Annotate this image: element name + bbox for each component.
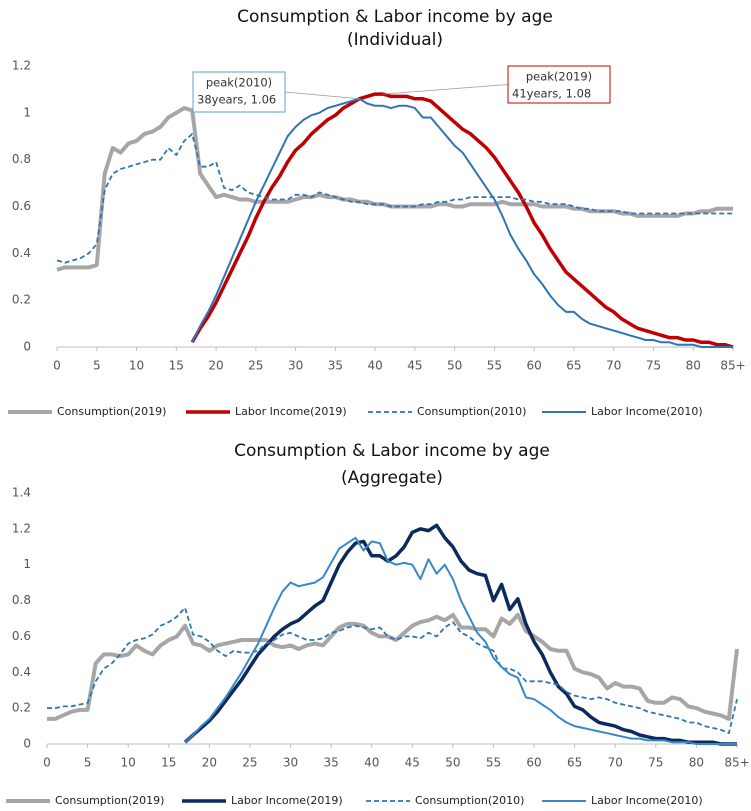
legend-label: Labor Income(2010) bbox=[591, 794, 703, 807]
x-tick-label: 20 bbox=[208, 359, 223, 373]
x-tick-label: 35 bbox=[328, 359, 343, 373]
x-tick-label: 5 bbox=[93, 359, 101, 373]
x-tick-label: 50 bbox=[447, 359, 462, 373]
y-tick-label: 0 bbox=[23, 340, 31, 354]
annotation-text: 38years, 1.06 bbox=[197, 93, 276, 107]
x-tick-label: 70 bbox=[606, 359, 621, 373]
chart-title: Consumption & Labor income by age bbox=[237, 7, 553, 27]
x-tick-label: 35 bbox=[323, 756, 338, 770]
legend-label: Labor Income(2019) bbox=[231, 794, 343, 807]
legend-label: Labor Income(2019) bbox=[235, 405, 347, 418]
x-tick-label: 10 bbox=[121, 756, 136, 770]
annotation-leader bbox=[284, 91, 360, 100]
y-tick-label: 0.4 bbox=[12, 665, 31, 679]
x-tick-label: 25 bbox=[242, 756, 257, 770]
x-tick-label: 25 bbox=[248, 359, 263, 373]
legend-label: Labor Income(2010) bbox=[591, 405, 703, 418]
x-tick-label: 15 bbox=[161, 756, 176, 770]
x-tick-label: 0 bbox=[53, 359, 61, 373]
legend-label: Consumption(2010) bbox=[417, 405, 526, 418]
series-line bbox=[56, 133, 733, 264]
x-tick-label: 30 bbox=[283, 756, 298, 770]
series-line bbox=[191, 97, 733, 348]
x-tick-label: 80 bbox=[689, 756, 704, 770]
annotation-leader bbox=[383, 84, 509, 95]
annotation-text: peak(2010) bbox=[206, 76, 272, 90]
series-line bbox=[47, 606, 738, 735]
annotation-box bbox=[507, 65, 611, 104]
y-tick-label: 1 bbox=[23, 557, 31, 571]
y-tick-label: 1.2 bbox=[12, 521, 31, 535]
x-tick-label: 30 bbox=[288, 359, 303, 373]
y-tick-label: 0.4 bbox=[12, 246, 31, 260]
legend-label: Consumption(2010) bbox=[415, 794, 524, 807]
series-line bbox=[47, 612, 739, 721]
x-tick-label: 55 bbox=[486, 756, 501, 770]
x-tick-label: 10 bbox=[129, 359, 144, 373]
x-tick-label: 75 bbox=[648, 756, 663, 770]
series-line bbox=[190, 92, 734, 349]
x-tick-label: 50 bbox=[445, 756, 460, 770]
legend-label: Consumption(2019) bbox=[57, 405, 166, 418]
x-tick-label: 40 bbox=[364, 756, 379, 770]
legend-label: Consumption(2019) bbox=[55, 794, 164, 807]
x-tick-label: 5 bbox=[84, 756, 92, 770]
x-tick-label: 55 bbox=[487, 359, 502, 373]
series-line bbox=[183, 523, 737, 746]
series-line bbox=[184, 536, 737, 745]
x-tick-label: 15 bbox=[169, 359, 184, 373]
chart-subtitle: (Aggregate) bbox=[341, 468, 443, 488]
chart-title: Consumption & Labor income by age bbox=[234, 441, 550, 461]
y-tick-label: 0 bbox=[23, 737, 31, 751]
x-tick-label: 60 bbox=[526, 756, 541, 770]
x-tick-label: 85+ bbox=[724, 756, 749, 770]
y-tick-label: 0.6 bbox=[12, 199, 31, 213]
y-tick-label: 1.4 bbox=[12, 486, 31, 500]
y-tick-label: 1 bbox=[23, 105, 31, 119]
annotation-text: peak(2019) bbox=[526, 70, 592, 84]
x-tick-label: 20 bbox=[202, 756, 217, 770]
x-tick-label: 45 bbox=[407, 359, 422, 373]
y-tick-label: 0.2 bbox=[12, 701, 31, 715]
y-tick-label: 0.8 bbox=[12, 152, 31, 166]
x-tick-label: 65 bbox=[567, 756, 582, 770]
series-line bbox=[56, 106, 733, 272]
y-tick-label: 1.2 bbox=[12, 59, 31, 73]
y-tick-label: 0.8 bbox=[12, 593, 31, 607]
x-tick-label: 80 bbox=[686, 359, 701, 373]
annotation-box bbox=[192, 71, 286, 113]
x-tick-label: 65 bbox=[566, 359, 581, 373]
x-tick-label: 75 bbox=[646, 359, 661, 373]
y-tick-label: 0.2 bbox=[12, 293, 31, 307]
x-tick-label: 40 bbox=[367, 359, 382, 373]
x-tick-label: 60 bbox=[527, 359, 542, 373]
x-tick-label: 85+ bbox=[720, 359, 745, 373]
x-tick-label: 45 bbox=[405, 756, 420, 770]
annotation-text: 41years, 1.08 bbox=[512, 87, 591, 101]
chart-subtitle: (Individual) bbox=[347, 30, 443, 50]
x-tick-label: 0 bbox=[43, 756, 51, 770]
x-tick-label: 70 bbox=[608, 756, 623, 770]
y-tick-label: 0.6 bbox=[12, 629, 31, 643]
